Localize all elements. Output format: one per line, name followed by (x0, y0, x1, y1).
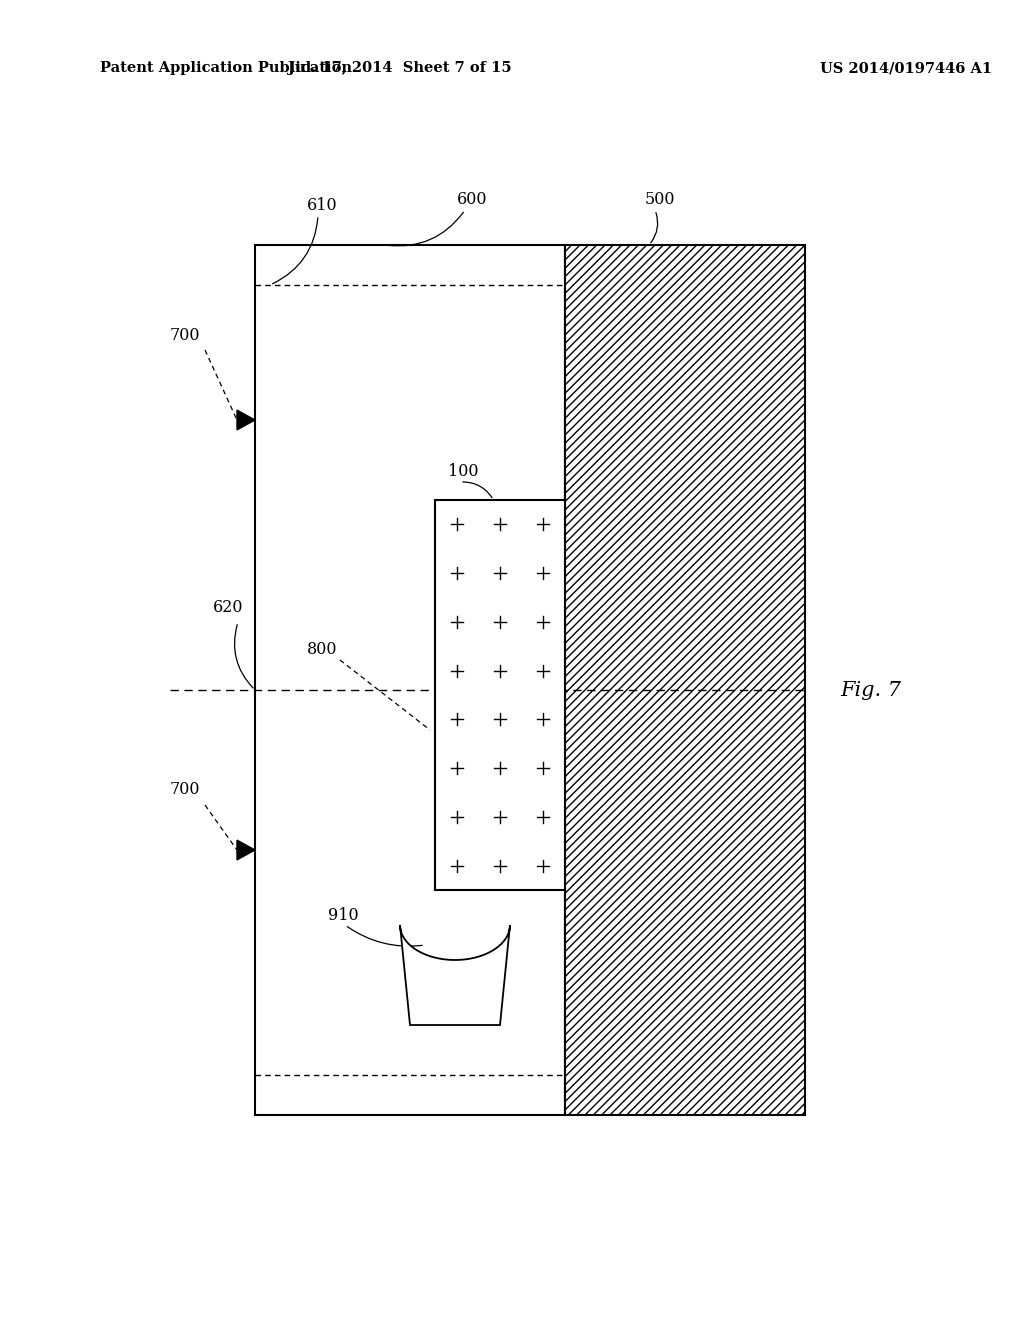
Bar (255, 246, 565, 1115)
Text: 500: 500 (645, 191, 675, 209)
Polygon shape (400, 925, 510, 1026)
Text: Jul. 17, 2014  Sheet 7 of 15: Jul. 17, 2014 Sheet 7 of 15 (288, 61, 512, 75)
Text: 600: 600 (457, 191, 487, 209)
Bar (565, 246, 805, 1115)
Text: 910: 910 (328, 907, 358, 924)
Text: 800: 800 (307, 642, 337, 659)
Text: 700: 700 (170, 781, 201, 799)
Text: 620: 620 (213, 599, 244, 616)
Text: US 2014/0197446 A1: US 2014/0197446 A1 (820, 61, 992, 75)
Text: 100: 100 (447, 463, 478, 480)
Bar (435, 500, 565, 890)
Text: Patent Application Publication: Patent Application Publication (100, 61, 352, 75)
Polygon shape (237, 411, 255, 430)
Text: Fig. 7: Fig. 7 (840, 681, 901, 700)
Text: 700: 700 (170, 326, 201, 343)
Text: 610: 610 (306, 197, 337, 214)
Polygon shape (237, 840, 255, 859)
